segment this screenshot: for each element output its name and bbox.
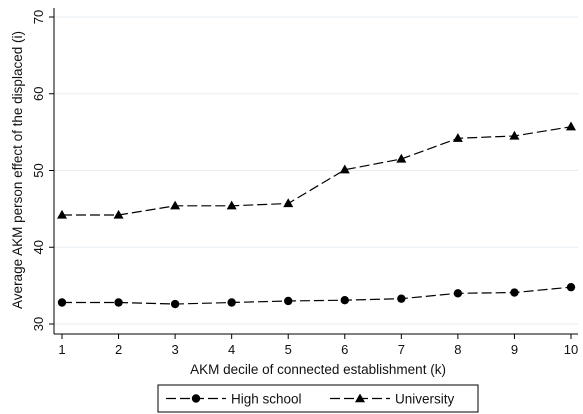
gridlines [54, 16, 578, 325]
x-tick-label: 3 [171, 342, 178, 357]
x-tick-label: 5 [285, 342, 292, 357]
y-tick-label: 40 [31, 240, 46, 254]
y-tick-label: 50 [31, 163, 46, 177]
x-tick-label: 8 [454, 342, 461, 357]
y-tick-label: 60 [31, 87, 46, 101]
legend: High school University [157, 384, 479, 413]
series-layer [57, 121, 576, 309]
data-point-high-school [114, 298, 123, 307]
x-tick-label: 6 [341, 342, 348, 357]
data-point-high-school [510, 288, 519, 297]
data-point-high-school [397, 294, 406, 303]
x-axis-ticks: 1 2 3 4 5 6 7 8 9 10 [58, 334, 578, 357]
y-axis-title: Average AKM person effect of the displac… [10, 31, 25, 309]
data-point-high-school [170, 299, 180, 309]
x-tick-label: 1 [58, 342, 65, 357]
data-point-university [566, 121, 576, 131]
data-point-university [113, 209, 124, 219]
data-point-university [339, 164, 350, 174]
legend-university-marker [355, 393, 365, 403]
data-point-high-school [284, 296, 293, 306]
x-tick-label: 7 [398, 342, 405, 357]
legend-high-school-label: High school [231, 392, 302, 407]
data-point-university [283, 198, 294, 208]
x-axis-title: AKM decile of connected establishment (k… [190, 362, 446, 377]
x-tick-label: 2 [115, 342, 122, 357]
legend-university-label: University [395, 392, 455, 407]
data-point-high-school [57, 298, 67, 307]
data-point-university [509, 130, 520, 140]
x-tick-label: 10 [564, 342, 578, 357]
series-high-school [57, 282, 576, 309]
data-point-university [170, 200, 181, 210]
series-university [57, 121, 576, 219]
data-point-high-school [227, 298, 236, 307]
y-axis-ticks: 30 40 50 60 70 [31, 10, 54, 331]
x-tick-label: 9 [511, 342, 518, 357]
series-line-university [62, 126, 572, 216]
data-point-university [57, 209, 67, 219]
data-point-university [226, 200, 237, 210]
data-point-university [396, 153, 407, 163]
data-point-high-school [340, 296, 349, 305]
series-line-high-school [62, 286, 572, 305]
x-tick-label: 4 [228, 342, 235, 357]
data-point-high-school [566, 282, 576, 292]
y-tick-label: 70 [31, 10, 46, 24]
data-point-university [452, 133, 463, 142]
data-point-high-school [453, 289, 463, 298]
y-tick-label: 30 [31, 317, 46, 331]
legend-high-school-marker [191, 394, 201, 403]
